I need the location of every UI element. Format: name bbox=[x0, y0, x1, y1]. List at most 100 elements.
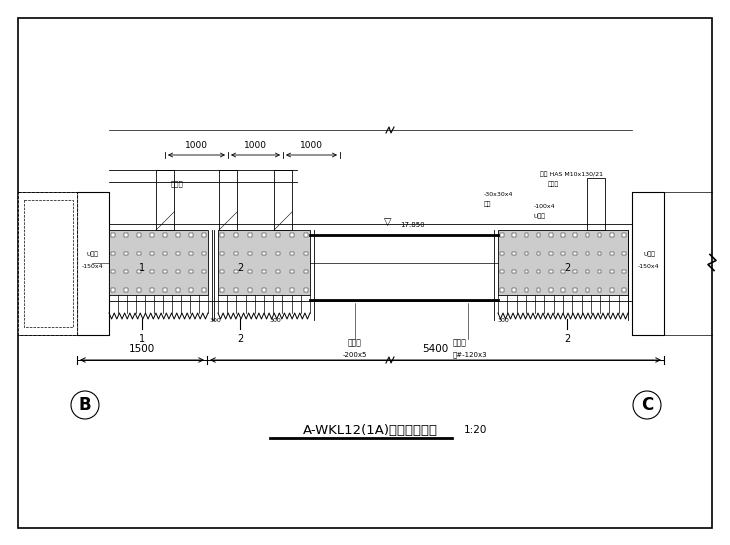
Bar bbox=[622, 270, 626, 274]
Bar bbox=[549, 233, 553, 237]
Bar bbox=[574, 233, 577, 237]
Bar bbox=[176, 270, 180, 274]
Bar bbox=[248, 288, 252, 292]
Bar bbox=[234, 252, 238, 255]
Bar bbox=[189, 252, 193, 255]
Bar bbox=[248, 270, 252, 274]
Bar bbox=[150, 288, 154, 292]
Bar bbox=[610, 270, 613, 274]
Text: 1500: 1500 bbox=[129, 344, 155, 354]
Text: C: C bbox=[641, 396, 653, 414]
Bar bbox=[291, 270, 293, 274]
Bar bbox=[622, 252, 626, 255]
Text: 化学锚: 化学锚 bbox=[548, 181, 559, 187]
Text: -100x4: -100x4 bbox=[534, 203, 556, 209]
Bar bbox=[202, 233, 206, 237]
Bar bbox=[248, 233, 252, 237]
Bar bbox=[189, 288, 193, 292]
Bar bbox=[220, 270, 224, 274]
Bar bbox=[549, 252, 553, 255]
Text: 钢板: 钢板 bbox=[484, 201, 491, 207]
Bar bbox=[537, 252, 540, 255]
Bar bbox=[150, 252, 154, 255]
Bar bbox=[561, 233, 565, 237]
Bar bbox=[262, 252, 266, 255]
Bar bbox=[561, 252, 565, 255]
Bar bbox=[549, 288, 553, 292]
Text: 止裂板: 止裂板 bbox=[171, 181, 184, 187]
Text: 1000: 1000 bbox=[185, 141, 208, 150]
Text: 300: 300 bbox=[497, 318, 509, 323]
Bar bbox=[234, 288, 238, 292]
Bar bbox=[537, 288, 540, 292]
Bar bbox=[574, 252, 577, 255]
Bar bbox=[234, 233, 238, 237]
Bar bbox=[598, 288, 602, 292]
Bar bbox=[587, 178, 605, 230]
Bar bbox=[500, 252, 504, 255]
Bar bbox=[202, 288, 206, 292]
Bar bbox=[304, 288, 308, 292]
Bar bbox=[262, 270, 266, 274]
Bar bbox=[304, 252, 308, 255]
Bar bbox=[24, 200, 73, 327]
Bar bbox=[164, 288, 166, 292]
Bar bbox=[189, 270, 193, 274]
Text: 加腹板: 加腹板 bbox=[348, 338, 362, 348]
Bar bbox=[111, 233, 115, 237]
Bar bbox=[585, 252, 589, 255]
Bar bbox=[234, 270, 238, 274]
Bar bbox=[124, 270, 128, 274]
Bar bbox=[598, 252, 602, 255]
Bar bbox=[585, 233, 589, 237]
Bar bbox=[111, 288, 115, 292]
Bar bbox=[585, 270, 589, 274]
Bar bbox=[574, 270, 577, 274]
Bar bbox=[632, 192, 664, 335]
Bar bbox=[137, 233, 141, 237]
Bar bbox=[77, 192, 109, 335]
Text: ▽: ▽ bbox=[384, 217, 392, 227]
Bar bbox=[248, 252, 252, 255]
Bar bbox=[549, 270, 553, 274]
Bar bbox=[291, 252, 293, 255]
Text: 两#-120x3: 两#-120x3 bbox=[453, 352, 488, 358]
Bar bbox=[124, 252, 128, 255]
Bar bbox=[598, 270, 602, 274]
Bar bbox=[262, 288, 266, 292]
Bar bbox=[176, 288, 180, 292]
Bar bbox=[189, 233, 193, 237]
Bar bbox=[137, 252, 141, 255]
Bar bbox=[111, 252, 115, 255]
Text: 2: 2 bbox=[564, 263, 570, 272]
Bar bbox=[610, 288, 613, 292]
Bar bbox=[156, 170, 174, 230]
Bar bbox=[598, 233, 602, 237]
Text: 1: 1 bbox=[139, 334, 145, 344]
Bar bbox=[220, 288, 224, 292]
Bar bbox=[202, 270, 206, 274]
Bar bbox=[512, 270, 516, 274]
Bar bbox=[111, 270, 115, 274]
Bar bbox=[304, 270, 308, 274]
Text: A-WKL12(1A)粘钢加固图一: A-WKL12(1A)粘钢加固图一 bbox=[302, 423, 437, 437]
Bar bbox=[622, 288, 626, 292]
Bar bbox=[537, 270, 540, 274]
Text: 1:20: 1:20 bbox=[464, 425, 488, 435]
Bar bbox=[525, 252, 528, 255]
Bar bbox=[109, 230, 208, 295]
Bar bbox=[304, 233, 308, 237]
Bar bbox=[500, 233, 504, 237]
Bar bbox=[512, 288, 516, 292]
Bar bbox=[164, 233, 166, 237]
Bar bbox=[610, 233, 613, 237]
Bar bbox=[220, 252, 224, 255]
Text: 钢压板: 钢压板 bbox=[453, 338, 467, 348]
Text: 1000: 1000 bbox=[300, 141, 323, 150]
Bar bbox=[276, 270, 280, 274]
Bar bbox=[150, 233, 154, 237]
Bar bbox=[512, 233, 516, 237]
Bar bbox=[202, 252, 206, 255]
Text: -150x4: -150x4 bbox=[81, 264, 103, 269]
Text: 5400: 5400 bbox=[423, 344, 449, 354]
